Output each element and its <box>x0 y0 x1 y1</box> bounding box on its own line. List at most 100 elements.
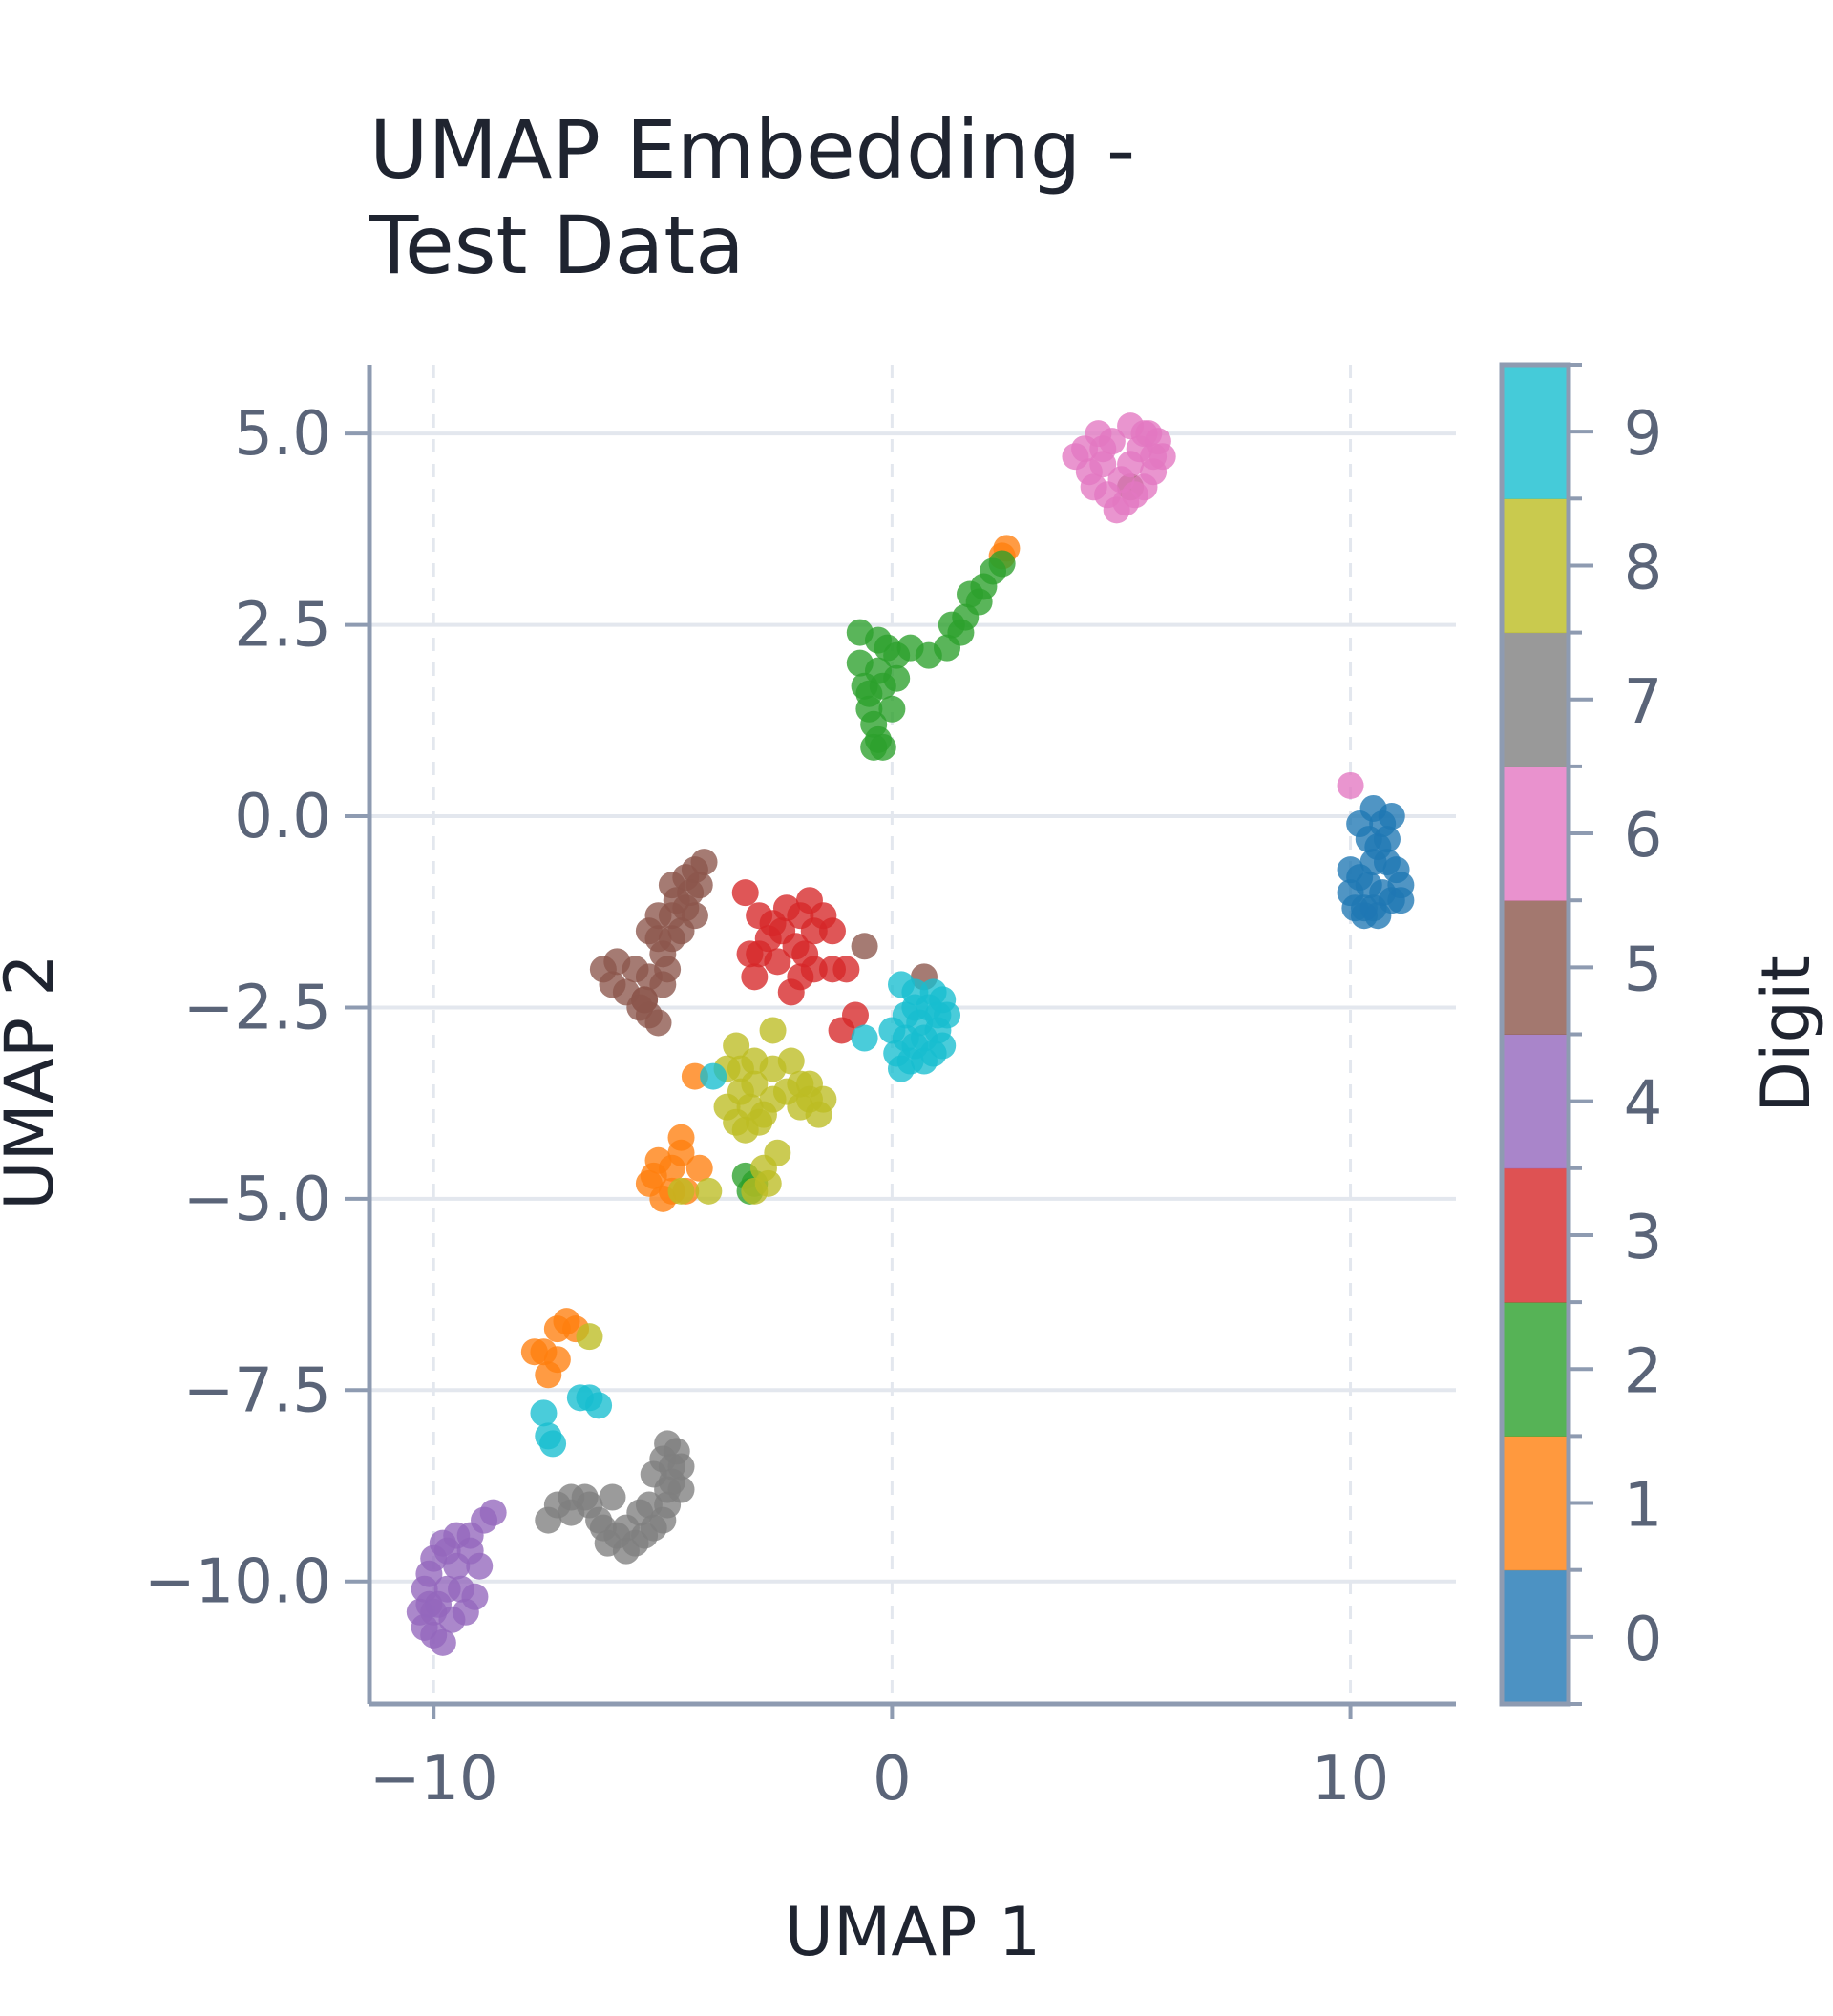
digit-9-point <box>530 1399 558 1427</box>
colorbar-label: Digit <box>1747 956 1825 1113</box>
digit-3-point <box>818 956 846 983</box>
digit-1-point <box>520 1338 548 1366</box>
digit-1-point <box>535 1361 562 1389</box>
colorbar-tick-label: 7 <box>1624 667 1663 738</box>
digit-2-point <box>938 611 965 639</box>
digit-0-point <box>1373 826 1401 853</box>
colorbar-tick-label: 0 <box>1624 1605 1663 1675</box>
digit-9-point <box>585 1392 613 1419</box>
y-axis-ticks: 5.0 2.5 0.0 −2.5 −5.0 −7.5 −10.0 <box>144 399 369 1618</box>
digit-3-point <box>777 978 805 1006</box>
digit-4-point <box>433 1537 461 1564</box>
colorbar-segment-9 <box>1502 365 1569 499</box>
colorbar-segment-3 <box>1502 1167 1569 1303</box>
digit-6-point <box>1140 443 1168 471</box>
colorbar-tick-label: 9 <box>1624 399 1663 470</box>
digit-3-point <box>787 902 814 930</box>
digit-7-point <box>535 1506 562 1534</box>
digit-8-point <box>746 1108 773 1136</box>
digit-3-point <box>791 940 819 968</box>
digit-6-point <box>1089 435 1117 463</box>
digit-6-point <box>1103 496 1130 524</box>
digit-9-point <box>896 1047 924 1075</box>
colorbar-segment-1 <box>1502 1436 1569 1571</box>
digit-1-point <box>640 1162 667 1189</box>
y-axis-label: UMAP 2 <box>0 954 69 1210</box>
colorbar-segment-0 <box>1502 1569 1569 1705</box>
colorbar-tick-label: 4 <box>1624 1069 1663 1140</box>
chart-title: UMAP Embedding -Test Data <box>369 103 1135 292</box>
digit-3-point <box>741 963 769 991</box>
digit-5-point <box>851 933 878 960</box>
digit-3-point <box>736 940 764 968</box>
digit-2-point <box>869 733 896 761</box>
digit-7-point <box>654 1476 682 1503</box>
digit-9-point <box>911 1024 938 1052</box>
y-tick-label: −10.0 <box>144 1547 331 1618</box>
y-tick-label: 0.0 <box>234 782 331 852</box>
digit-8-point <box>787 1093 814 1121</box>
colorbar-tick-label: 5 <box>1624 934 1663 1005</box>
digit-1-point <box>667 1139 695 1166</box>
colorbar: 0 1 2 3 4 5 6 7 8 9 <box>1499 362 1663 1707</box>
digit-7-point <box>658 1453 685 1480</box>
digit-9-point <box>700 1062 727 1090</box>
colorbar-tick-label: 1 <box>1624 1471 1663 1542</box>
y-tick-label: −7.5 <box>183 1355 331 1426</box>
digit-0-point <box>1378 803 1405 830</box>
y-tick-label: 2.5 <box>234 591 331 662</box>
digit-2-point <box>988 550 1016 578</box>
digit-8-point <box>667 1177 695 1205</box>
colorbar-segment-5 <box>1502 900 1569 1035</box>
x-axis-ticks: −10 0 10 <box>369 1704 1389 1815</box>
digit-7-point <box>635 1491 663 1519</box>
digit-5-point <box>631 986 659 1014</box>
digit-2-point <box>878 695 906 723</box>
digit-8-point <box>695 1177 723 1205</box>
digit-8-point <box>759 1017 787 1044</box>
digit-5-point <box>690 849 718 876</box>
digit-6-point <box>1337 771 1364 799</box>
digit-8-point <box>576 1323 603 1351</box>
digit-2-point <box>864 657 892 684</box>
chart-title-line: UMAP Embedding - <box>369 103 1135 197</box>
digit-5-point <box>685 872 713 899</box>
colorbar-tick-label: 6 <box>1624 801 1663 872</box>
colorbar-tick-label: 8 <box>1624 533 1663 603</box>
chart-title-line: Test Data <box>369 199 745 292</box>
scatter-points <box>406 412 1415 1656</box>
colorbar-segment-6 <box>1502 766 1569 901</box>
digit-0-point <box>1337 856 1364 884</box>
digit-6-point <box>1062 443 1089 471</box>
y-tick-label: −2.5 <box>183 973 331 1043</box>
colorbar-segment-2 <box>1502 1302 1569 1437</box>
digit-3-point <box>731 879 759 907</box>
digit-4-point <box>448 1575 475 1603</box>
digit-1-point <box>681 1062 708 1090</box>
digit-6-point <box>1130 420 1158 448</box>
digit-4-point <box>420 1598 448 1626</box>
digit-0-point <box>1355 872 1382 899</box>
digit-1-point <box>685 1154 713 1182</box>
digit-8-point <box>795 1070 823 1098</box>
digit-7-point <box>612 1514 640 1542</box>
digit-8-point <box>723 1032 750 1060</box>
digit-7-point <box>589 1514 617 1542</box>
digit-8-point <box>741 1047 769 1075</box>
digit-9-point <box>539 1430 567 1458</box>
x-tick-label: 10 <box>1312 1744 1389 1815</box>
digit-8-point <box>713 1093 741 1121</box>
colorbar-segment-7 <box>1502 632 1569 767</box>
digit-0-point <box>1364 902 1392 930</box>
digit-5-point <box>681 902 708 930</box>
digit-9-point <box>901 994 929 1021</box>
colorbar-tick-label: 2 <box>1624 1336 1663 1407</box>
colorbar-tick-label: 3 <box>1624 1203 1663 1273</box>
digit-3-point <box>769 917 796 945</box>
digit-5-point <box>644 1009 672 1037</box>
x-tick-label: 0 <box>873 1744 912 1815</box>
digit-9-point <box>851 1024 878 1052</box>
digit-7-point <box>599 1483 626 1511</box>
